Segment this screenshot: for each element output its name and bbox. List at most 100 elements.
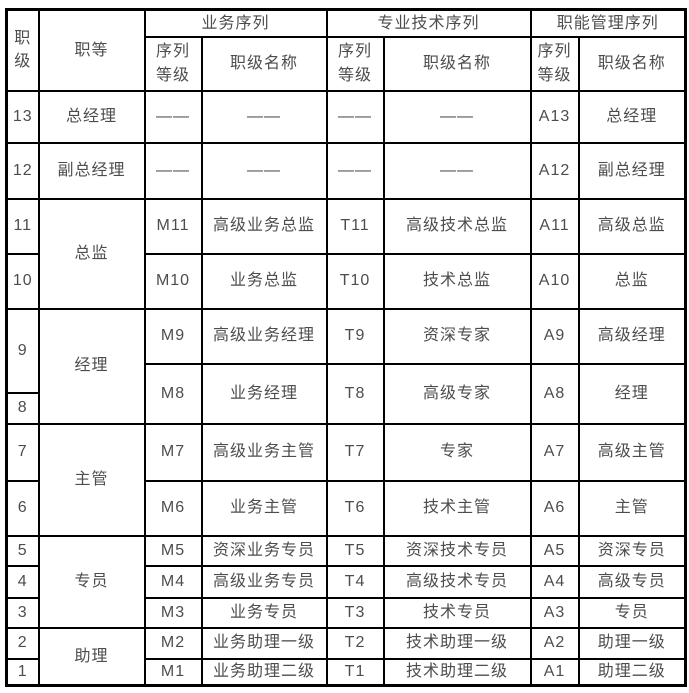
cell-name: 高级主管 (577, 422, 687, 482)
cell-name: 业务专员 (200, 596, 328, 629)
header-section-technical: 专业技术序列 (325, 8, 532, 38)
cell-level: 8 (5, 391, 40, 425)
header-row-subcolumns: 序列等级 职级名称 序列等级 职级名称 序列等级 职级名称 (7, 35, 687, 92)
cell-seq: M9 (143, 307, 203, 365)
cell-name: 技术总监 (382, 252, 532, 310)
cell-seq: M6 (143, 479, 203, 537)
cell-seq: T10 (325, 252, 385, 310)
cell-name: 高级业务经理 (200, 307, 328, 365)
cell-name: —— (382, 141, 532, 200)
cell-name: 资深专家 (382, 307, 532, 365)
cell-name: 技术助理一级 (382, 626, 532, 660)
cell-level: 6 (5, 479, 40, 537)
table-row: 11 总监 M11 高级业务总监 T11 高级技术总监 A11 高级总监 (5, 197, 687, 310)
cell-name: 技术专员 (382, 596, 532, 629)
cell-level: 11 (5, 197, 40, 255)
cell-seq: A7 (529, 422, 580, 482)
cell-seq: —— (325, 89, 385, 144)
cell-seq: M10 (143, 252, 203, 310)
cell-name: 高级专家 (382, 362, 532, 425)
cell-grade: 副总经理 (37, 141, 146, 200)
table-row: M8 业务经理 T8 高级专家 A8 经理 (7, 362, 687, 425)
cell-name: 高级技术专员 (382, 564, 532, 599)
cell-name: 业务总监 (200, 252, 328, 310)
cell-name: 资深业务专员 (200, 534, 328, 567)
cell-name: 业务助理一级 (200, 626, 328, 660)
header-level: 职级 (5, 8, 40, 92)
cell-name: 总监 (577, 252, 687, 310)
cell-level: 7 (5, 422, 40, 482)
header-grade-label: 职等 (74, 41, 109, 59)
cell-name: 业务主管 (200, 479, 328, 537)
table-row: 2 助理 M2 业务助理一级 T2 技术助理一级 A2 助理一级 (5, 626, 687, 687)
cell-seq: A8 (529, 362, 580, 425)
cell-name: 业务助理二级 (200, 657, 328, 687)
cell-name: —— (200, 89, 328, 144)
cell-seq: T6 (325, 479, 385, 537)
table-row: 1 M1 业务助理二级 T1 技术助理二级 A1 助理二级 (5, 657, 687, 687)
cell-name: 业务经理 (200, 362, 328, 425)
cell-name: 经理 (577, 362, 687, 425)
cell-seq: M7 (143, 422, 203, 482)
table-row: 5 专员 M5 资深业务专员 T5 资深技术专员 A5 资深专员 (5, 534, 687, 629)
header-seq-business: 序列等级 (143, 35, 203, 92)
header-name-functional: 职级名称 (577, 35, 687, 92)
cell-name: 资深专员 (577, 534, 687, 567)
cell-seq: A11 (529, 197, 580, 255)
cell-name: 高级经理 (577, 307, 687, 365)
header-row-sections: 职级 职等 业务序列 专业技术序列 职能管理序列 (5, 8, 687, 92)
cell-seq: T9 (325, 307, 385, 365)
cell-seq: A10 (529, 252, 580, 310)
cell-seq: T3 (325, 596, 385, 629)
table-row: 3 M3 业务专员 T3 技术专员 A3 专员 (5, 596, 687, 629)
cell-grade: 专员 (37, 534, 146, 629)
cell-seq: T11 (325, 197, 385, 255)
cell-seq: M5 (143, 534, 203, 567)
cell-seq: —— (143, 141, 203, 200)
cell-name: 专员 (577, 596, 687, 629)
cell-seq: T4 (325, 564, 385, 599)
header-seq-functional: 序列等级 (529, 35, 580, 92)
cell-seq: —— (143, 89, 203, 144)
table-row: 10 M10 业务总监 T10 技术总监 A10 总监 (5, 252, 687, 310)
cell-grade: 总监 (37, 197, 146, 310)
table-row: 8 (5, 391, 686, 425)
header-seq-technical-label: 序列等级 (338, 43, 373, 84)
table-row: 9 经理 M9 高级业务经理 T9 资深专家 A9 高级经理 (5, 307, 687, 425)
cell-name: 高级业务主管 (200, 422, 328, 482)
cell-level: 5 (5, 534, 40, 567)
cell-grade: 主管 (37, 422, 146, 537)
cell-seq: M1 (143, 657, 203, 687)
table-row: 12 副总经理 —— —— —— —— A12 副总经理 (5, 141, 687, 200)
cell-level: 12 (5, 141, 40, 200)
cell-seq: A13 (529, 89, 580, 144)
cell-seq: A1 (529, 657, 580, 687)
cell-seq: M8 (143, 362, 203, 425)
header-name-technical: 职级名称 (382, 35, 532, 92)
cell-seq: M2 (143, 626, 203, 660)
cell-level: 2 (5, 626, 40, 660)
cell-name: 高级技术总监 (382, 197, 532, 255)
cell-name: 技术助理二级 (382, 657, 532, 687)
cell-seq: A6 (529, 479, 580, 537)
cell-name: 总经理 (577, 89, 687, 144)
cell-name: 资深技术专员 (382, 534, 532, 567)
cell-level: 1 (5, 657, 40, 687)
cell-seq: M3 (143, 596, 203, 629)
header-section-business: 业务序列 (143, 8, 328, 38)
cell-seq: A12 (529, 141, 580, 200)
cell-seq: T2 (325, 626, 385, 660)
cell-seq: A3 (529, 596, 580, 629)
cell-seq: T7 (325, 422, 385, 482)
cell-seq: T1 (325, 657, 385, 687)
cell-name: 专家 (382, 422, 532, 482)
cell-name: 副总经理 (577, 141, 687, 200)
cell-seq: M4 (143, 564, 203, 599)
cell-level: 9 (5, 307, 40, 394)
cell-level: 13 (5, 89, 40, 144)
cell-name: 技术主管 (382, 479, 532, 537)
cell-seq: A9 (529, 307, 580, 365)
header-level-label: 职级 (14, 30, 32, 71)
table-row: 6 M6 业务主管 T6 技术主管 A6 主管 (5, 479, 687, 537)
